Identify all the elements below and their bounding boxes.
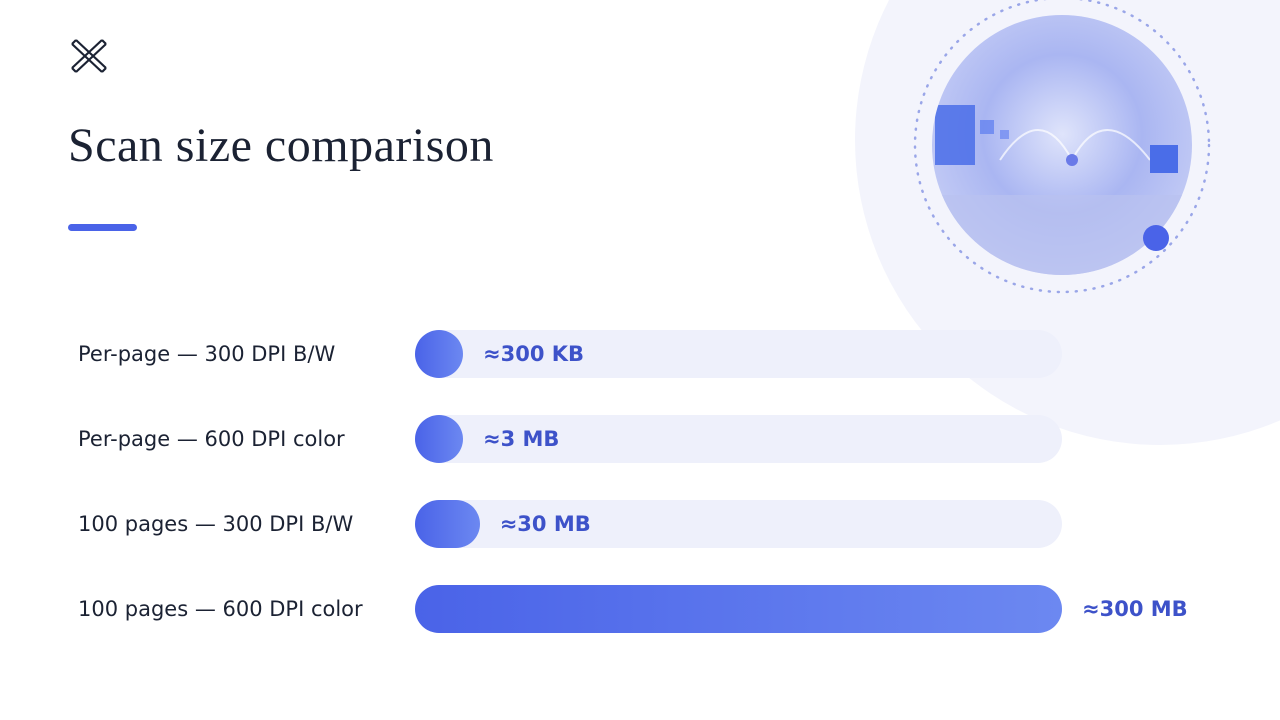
- category-label: Per-page — 600 DPI color: [78, 427, 345, 451]
- bar-track: [415, 500, 1062, 548]
- value-label: ≈300 MB: [1082, 597, 1188, 621]
- dotted-ring: [913, 0, 1211, 294]
- category-label: Per-page — 300 DPI B/W: [78, 342, 336, 366]
- value-label: ≈300 KB: [483, 342, 585, 366]
- value-label: ≈3 MB: [483, 427, 560, 451]
- bar-track: [415, 415, 1062, 463]
- title-accent: [68, 224, 137, 231]
- bar: [415, 500, 480, 548]
- bar: [415, 415, 463, 463]
- value-label: ≈30 MB: [499, 512, 591, 536]
- category-label: 100 pages — 600 DPI color: [78, 597, 363, 621]
- bar-track: [415, 330, 1062, 378]
- title: Scan size comparison: [68, 119, 494, 172]
- hero-image: [932, 15, 1192, 275]
- accent-dot: [1143, 225, 1169, 251]
- bar: [415, 330, 463, 378]
- logo: [71, 39, 107, 73]
- bar: [415, 585, 1062, 633]
- category-label: 100 pages — 300 DPI B/W: [78, 512, 354, 536]
